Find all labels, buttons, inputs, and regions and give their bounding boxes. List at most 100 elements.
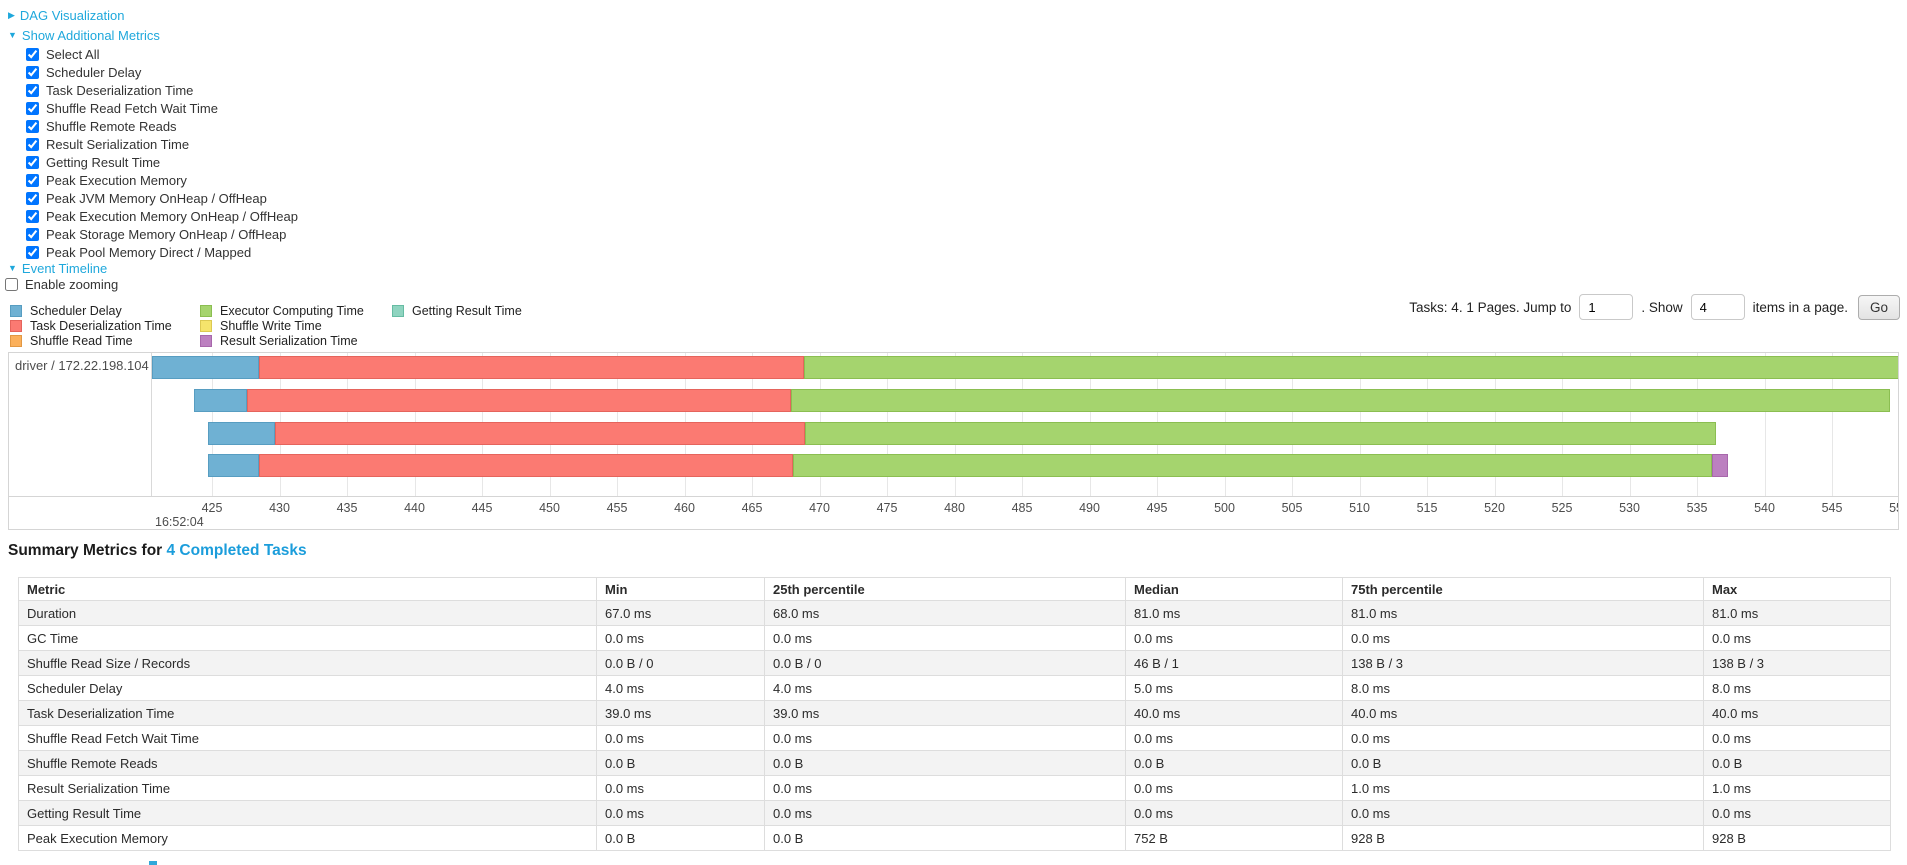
metric-name-cell: Scheduler Delay [18,675,597,701]
completed-tasks-link: 4 Completed Tasks [166,542,307,559]
timeline-plot-area [152,353,1898,496]
summary-metrics-heading: Summary Metrics for 4 Completed Tasks [8,542,307,560]
legend-label: Result Serialization Time [220,333,358,348]
legend-item: Shuffle Read Time [10,333,172,348]
metric-value-cell: 138 B / 3 [1342,650,1704,676]
timeline-bar-executor_computing[interactable] [805,422,1716,445]
metric-checkbox[interactable] [26,101,39,115]
metric-value-cell: 0.0 ms [764,625,1126,651]
axis-tick-label: 440 [404,501,425,515]
metric-checkbox-label: Peak Execution Memory [46,172,187,188]
metric-checkbox[interactable] [26,137,39,151]
axis-tick-label: 455 [606,501,628,515]
axis-tick-label: 435 [336,501,358,515]
timeline-bar-result_serialization[interactable] [1712,454,1728,477]
jump-to-page-input[interactable] [1579,294,1634,320]
axis-tick-label: 485 [1011,501,1033,515]
metric-checkbox[interactable] [26,209,39,223]
metric-value-cell: 1.0 ms [1703,775,1891,801]
metric-checkbox[interactable] [26,245,39,259]
timeline-axis: 425 430 435 440 445 450 455 460 465 470 475 480 485 4… [9,496,1898,529]
metric-value-cell: 0.0 ms [1342,725,1704,751]
timeline-bar-executor_computing[interactable] [804,356,1898,379]
metric-checkbox-row: Shuffle Remote Reads [26,117,298,135]
metric-value-cell: 0.0 ms [764,725,1126,751]
summary-heading-prefix: Summary Metrics for [8,542,167,559]
metric-value-cell: 40.0 ms [1703,700,1891,726]
metric-checkbox[interactable] [26,155,39,169]
metric-value-cell: 0.0 ms [1703,725,1891,751]
timeline-bar-executor_computing[interactable] [793,454,1712,477]
metric-value-cell: 0.0 B [764,750,1126,776]
event-timeline-chart: driver / 172.22.198.104 425 430 435 440 445 4… [8,352,1899,530]
metric-checkbox[interactable] [26,119,39,133]
metric-value-cell: 752 B [1125,825,1343,851]
axis-tick-label: 430 [269,501,290,515]
timeline-bar-scheduler_delay[interactable] [208,422,275,445]
dag-visualization-link[interactable]: ▶ DAG Visualization [8,8,124,23]
metric-value-cell: 0.0 B [1703,750,1891,776]
metric-value-cell: 4.0 ms [764,675,1126,701]
enable-zooming-label: Enable zooming [25,276,119,292]
timeline-bar-scheduler_delay[interactable] [194,389,247,412]
timeline-bar-task_deserialization[interactable] [247,389,791,412]
metric-value-cell: 0.0 B [596,825,765,851]
metric-value-cell: 0.0 ms [596,725,765,751]
metric-value-cell: 40.0 ms [1125,700,1343,726]
metric-checkbox-row: Peak Storage Memory OnHeap / OffHeap [26,225,298,243]
legend-column: Executor Computing Time Shuffle Write Tim… [200,303,364,348]
task-pagination: Tasks: 4. 1 Pages. Jump to . Show items … [1409,294,1900,320]
show-label: . Show [1641,299,1683,315]
axis-tick-label: 545 [1821,501,1843,515]
table-row: Shuffle Read Size / Records 0.0 B / 0 0.0 … [18,650,1891,676]
metric-name-cell: Duration [18,600,597,626]
axis-tick-label: 520 [1484,501,1505,515]
metric-checkbox-label: Getting Result Time [46,154,161,170]
metric-name-cell: Getting Result Time [18,800,597,826]
axis-gridline [1764,353,1766,496]
axis-tick-labels: 425 430 435 440 445 450 455 460 465 470 475 480 485 4… [152,497,1898,529]
metric-value-cell: 0.0 B [1342,750,1704,776]
metric-checkbox-row: Peak Execution Memory [26,171,298,189]
metric-checkbox[interactable] [26,47,39,61]
metric-checkbox[interactable] [26,227,39,241]
metric-value-cell: 81.0 ms [1125,600,1343,626]
items-per-page-input[interactable] [1690,294,1745,320]
metric-checkbox-row: Shuffle Read Fetch Wait Time [26,99,298,117]
metric-value-cell: 8.0 ms [1342,675,1704,701]
table-row: Shuffle Read Fetch Wait Time 0.0 ms 0.0 ms… [18,725,1891,751]
axis-tick-label: 495 [1146,501,1168,515]
legend-label: Shuffle Write Time [220,318,322,333]
show-additional-metrics-label: Show Additional Metrics [21,28,160,43]
table-row: GC Time 0.0 ms 0.0 ms 0.0 ms 0.0 ms 0.0 ms [18,625,1891,651]
table-row: Getting Result Time 0.0 ms 0.0 ms 0.0 ms 0.0… [18,800,1891,826]
metric-checkbox[interactable] [26,65,39,79]
table-row: Scheduler Delay 4.0 ms 4.0 ms 5.0 ms 8.0 ms 8… [18,675,1891,701]
shuffle_write-swatch [200,319,212,332]
metric-name-cell: Peak Execution Memory [18,825,597,851]
legend-label: Scheduler Delay [30,303,122,318]
timeline-bar-task_deserialization[interactable] [275,422,805,445]
legend-item: Shuffle Write Time [200,318,364,333]
go-button[interactable]: Go [1857,294,1900,320]
event-timeline-link[interactable]: ▼ Event Timeline [8,261,107,276]
axis-tick-label: 500 [1214,501,1235,515]
axis-tick-label: 450 [539,501,560,515]
metric-checkbox[interactable] [26,173,39,187]
timeline-bar-scheduler_delay[interactable] [152,356,259,379]
legend-label: Executor Computing Time [220,303,364,318]
metric-checkbox[interactable] [26,83,39,97]
metric-name-cell: GC Time [18,625,597,651]
show-additional-metrics-link[interactable]: ▼ Show Additional Metrics [8,28,160,43]
timeline-bar-scheduler_delay[interactable] [208,454,259,477]
metric-checkbox[interactable] [26,191,39,205]
timeline-bar-task_deserialization[interactable] [259,454,793,477]
axis-tick-label: 530 [1619,501,1640,515]
enable-zooming-checkbox[interactable] [5,277,18,291]
metric-value-cell: 0.0 ms [1125,725,1343,751]
metric-value-cell: 0.0 ms [1125,625,1343,651]
timeline-bar-executor_computing[interactable] [791,389,1890,412]
timeline-legend: Scheduler Delay Task Deserialization Time… [10,303,570,349]
timeline-bar-task_deserialization[interactable] [259,356,804,379]
axis-tick-label: 490 [1079,501,1100,515]
